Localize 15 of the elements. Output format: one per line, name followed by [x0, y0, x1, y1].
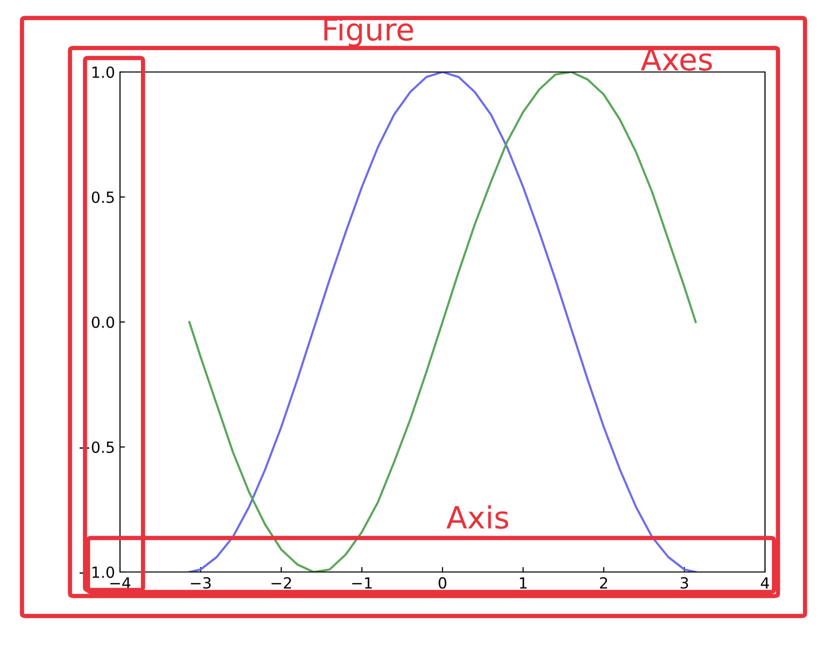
x-tick-label: −3: [190, 577, 211, 589]
x-tick-label: −1: [352, 577, 372, 588]
y-tick-label: 0.5: [92, 191, 114, 204]
annotation: Axis: [446, 505, 508, 529]
x-tick-label: 4: [760, 577, 770, 588]
x-tick-label: 3: [680, 577, 688, 589]
x-tick-label: 1: [520, 577, 527, 588]
text: Axes: [640, 48, 712, 71]
x-tick-label: −2: [272, 577, 291, 588]
x-tick-label: −4: [110, 577, 130, 588]
line-series: [188, 72, 697, 572]
x-tick-label: 0: [438, 577, 446, 589]
x-tick-label: 2: [600, 577, 608, 588]
y-tick-label: 1.0: [92, 66, 114, 78]
y-tick-label: 0.0: [92, 316, 114, 328]
